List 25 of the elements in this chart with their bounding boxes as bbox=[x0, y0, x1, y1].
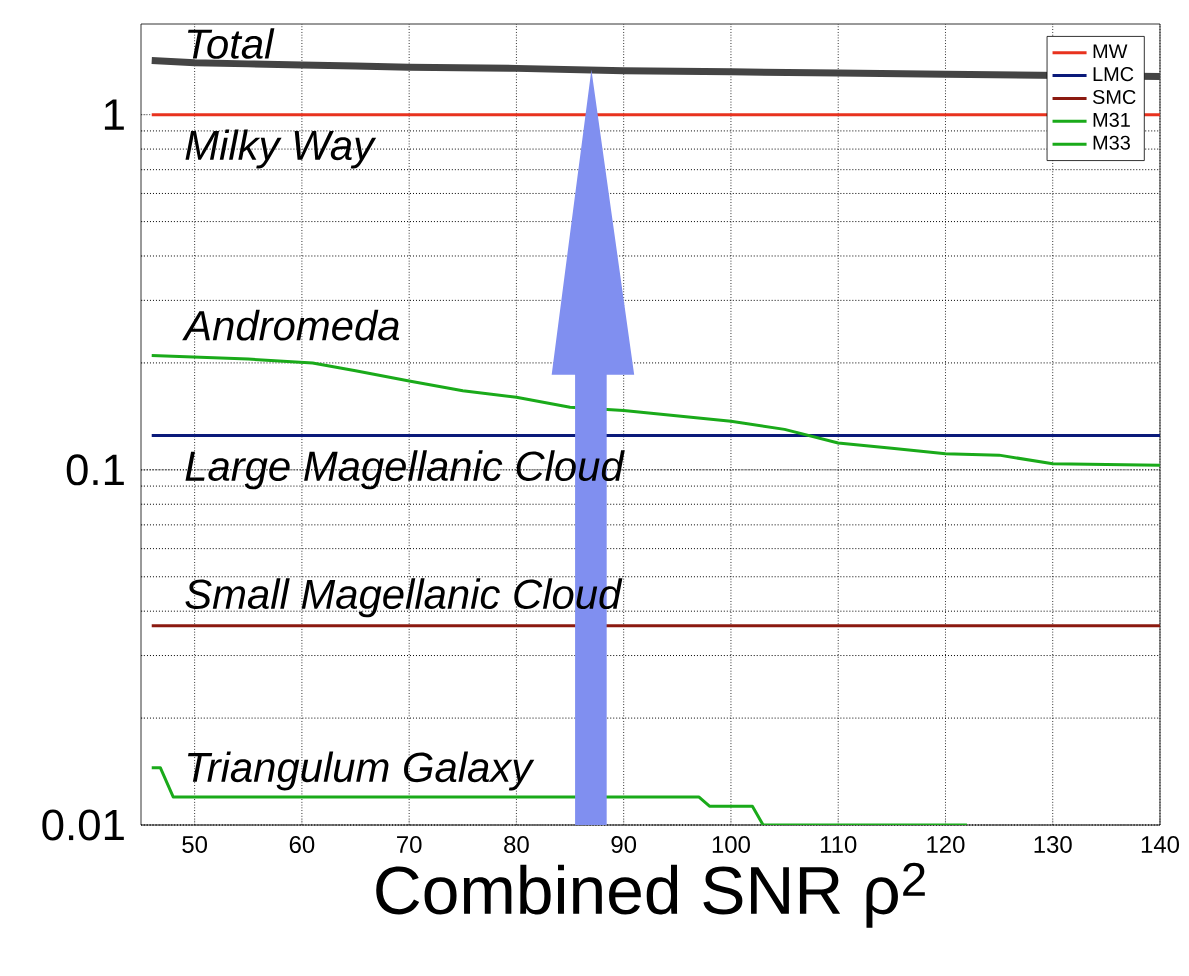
x-tick-label: 90 bbox=[611, 836, 637, 853]
x-axis-title: Combined SNR ρ$^{2}$ bbox=[376, 862, 925, 928]
annotation: Triangulum Galaxy bbox=[187, 751, 535, 791]
x-tick-label: 100 bbox=[712, 836, 750, 853]
legend-label: M33 bbox=[1093, 135, 1130, 150]
legend-label: M31 bbox=[1093, 112, 1130, 127]
legend-label: SMC bbox=[1092, 89, 1136, 105]
annotation: Large Magellanic Cloud bbox=[185, 450, 625, 490]
annotation: Total bbox=[187, 28, 275, 59]
annotation: Andromeda bbox=[182, 309, 400, 341]
y-tick-label: 0.01 bbox=[42, 809, 124, 841]
x-tick-label: 50 bbox=[182, 836, 207, 853]
legend-label: LMC bbox=[1093, 67, 1134, 82]
x-tick-label: 140 bbox=[1141, 836, 1180, 853]
annotation: Milky Way bbox=[185, 129, 377, 169]
legend-label: MW bbox=[1093, 44, 1128, 59]
y-tick-label: 0.1 bbox=[66, 454, 124, 486]
x-tick-label: 60 bbox=[289, 836, 315, 853]
y-tick-label: 1 bbox=[104, 99, 124, 130]
x-tick-label: 110 bbox=[820, 836, 857, 853]
x-tick-label: 70 bbox=[397, 836, 422, 853]
x-tick-label: 130 bbox=[1034, 836, 1072, 853]
x-tick-label: 120 bbox=[927, 836, 965, 853]
annotation: Small Magellanic Cloud bbox=[185, 578, 623, 618]
x-tick-label: 80 bbox=[504, 836, 529, 853]
